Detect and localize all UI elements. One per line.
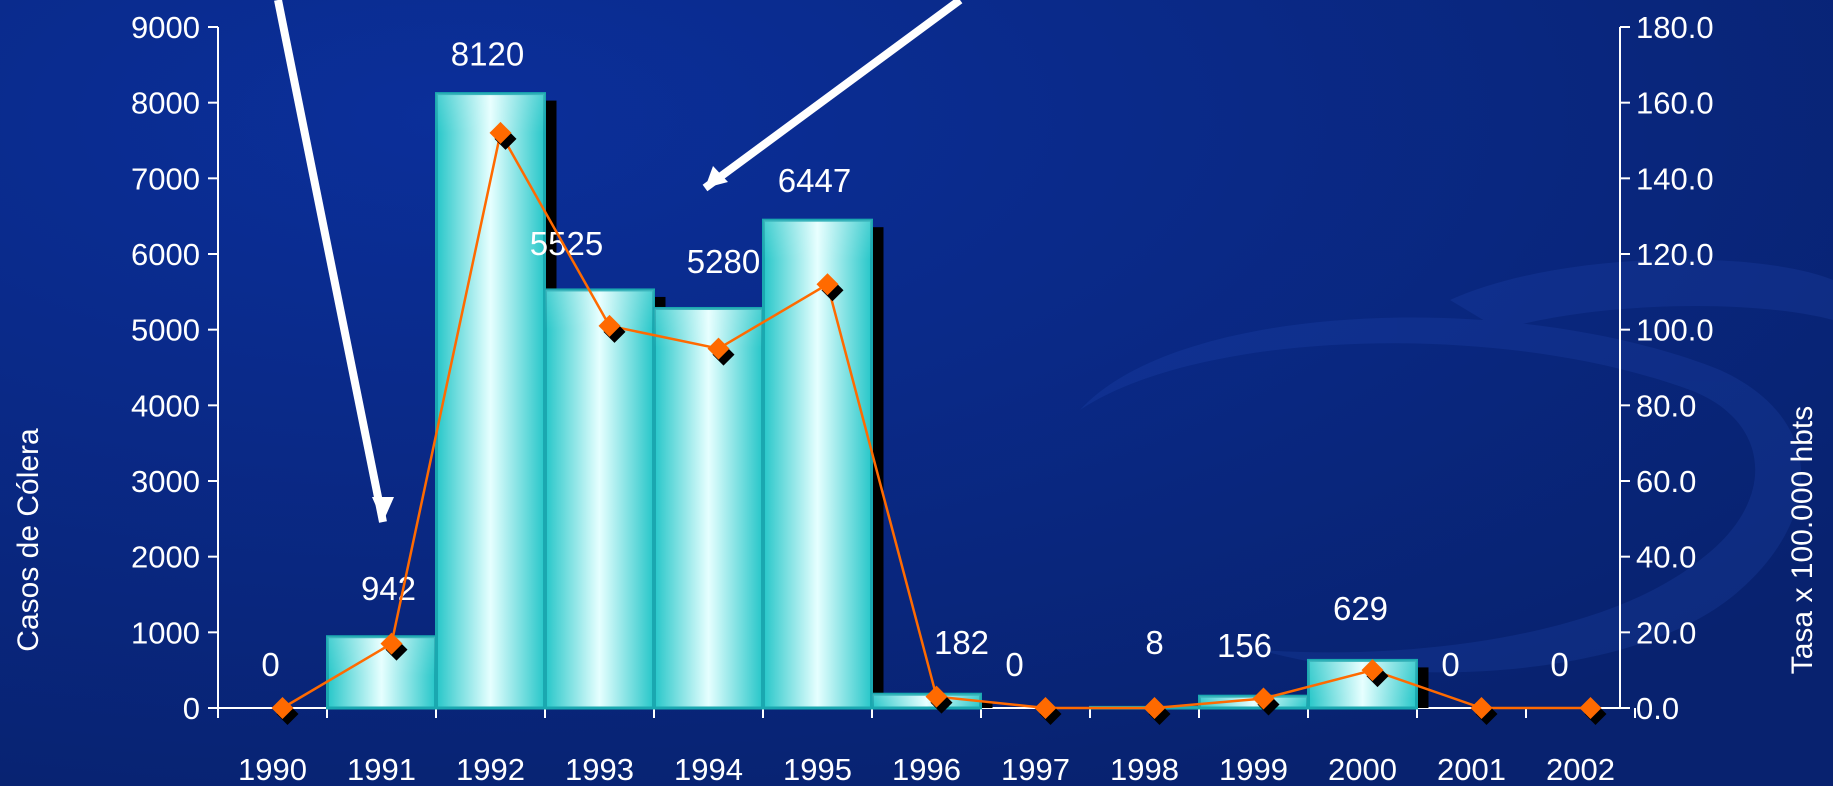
right-tick-label: 160.0: [1636, 86, 1714, 121]
bar-1992: [435, 92, 546, 710]
left-tick-label: 3000: [131, 464, 200, 499]
left-tick-label: 4000: [131, 388, 200, 423]
arrow-1991: [274, 0, 394, 523]
x-tick-label: 1991: [347, 752, 416, 786]
bar-value-label: 0: [1550, 646, 1568, 683]
bar-value-label: 8120: [451, 36, 524, 73]
bar-value-label: 0: [261, 646, 279, 683]
left-tick-label: 0: [183, 691, 200, 726]
rate-marker: [925, 685, 948, 708]
rate-point-1999: [1252, 687, 1280, 716]
left-tick-label: 6000: [131, 237, 200, 272]
bar-highlight: [654, 308, 763, 349]
right-tick-label: 20.0: [1636, 615, 1696, 650]
rate-point-1997: [1034, 697, 1062, 725]
left-tick-label: 9000: [131, 10, 200, 45]
right-tick-label: 40.0: [1636, 540, 1696, 575]
x-tick-label: 1992: [456, 752, 525, 786]
rate-point-1992: [489, 121, 517, 150]
x-tick-label: 1997: [1001, 752, 1070, 786]
bar-highlight: [1199, 696, 1308, 708]
rate-point-2002: [1579, 697, 1607, 725]
x-tick-label: 2002: [1546, 752, 1615, 786]
bar-1994: [653, 306, 764, 710]
bar: [435, 92, 546, 710]
background-swoosh: [1080, 259, 1833, 673]
x-tick-label: 1996: [892, 752, 961, 786]
left-tick-label: 7000: [131, 161, 200, 196]
x-tick-label: 1993: [565, 752, 634, 786]
right-ticks: 0.0 20.0 40.0 60.0 80.0 100.0 120.0 140.0 160.0 1…: [1620, 10, 1714, 726]
left-tick-label: 1000: [131, 615, 200, 650]
x-tick-label: 1990: [238, 752, 307, 786]
x-tick-label: 2000: [1328, 752, 1397, 786]
right-tick-label: 100.0: [1636, 313, 1714, 348]
x-ticks: 1990 1991 1992 1993 1994 1995 1996 1997 1998 1999…: [217, 708, 1636, 786]
rate-marker: [1034, 697, 1057, 719]
rate-point-1995: [816, 273, 844, 302]
bars: [326, 92, 1429, 710]
rate-point-1994: [707, 337, 735, 366]
left-ticks: 0 1000 2000 3000 4000 5000 6000 7000 8000 9000: [131, 10, 218, 726]
rate-marker: [1470, 697, 1493, 719]
bar-value-label: 5280: [687, 243, 760, 280]
bar-value-label: 942: [361, 570, 416, 607]
left-tick-label: 8000: [131, 86, 200, 121]
x-tick-label: 1995: [783, 752, 852, 786]
bar-value-label: 0: [1005, 646, 1023, 683]
bar-value-label: 6447: [778, 162, 851, 199]
x-tick-label: 1999: [1219, 752, 1288, 786]
rate-marker: [1143, 697, 1166, 719]
right-tick-label: 80.0: [1636, 388, 1696, 423]
bar: [653, 306, 764, 710]
rate-point-2001: [1470, 697, 1498, 725]
rate-marker: [598, 314, 621, 337]
rate-marker: [1252, 687, 1275, 710]
arrow-1994: [702, 0, 963, 192]
bar-value-label: 182: [934, 624, 989, 661]
y-axis-title: Casos de Cólera: [12, 428, 45, 652]
x-tick-label: 1994: [674, 752, 743, 786]
bar-1993: [544, 288, 655, 710]
rate-marker: [380, 632, 403, 655]
bar-value-label: 5525: [530, 225, 603, 262]
rate-marker: [1579, 697, 1602, 719]
rate-marker: [489, 121, 512, 144]
rate-point-1996: [925, 685, 953, 714]
bar: [544, 288, 655, 710]
bar-1995: [762, 218, 873, 710]
right-tick-label: 180.0: [1636, 10, 1714, 45]
bar-1991: [326, 635, 437, 710]
y2-axis-title: Tasa x 100.000 hbts: [1786, 406, 1819, 675]
bar-highlight: [763, 220, 872, 261]
bar: [762, 218, 873, 710]
bar-value-label: 156: [1217, 627, 1272, 664]
left-tick-label: 5000: [131, 313, 200, 348]
rate-point-1998: [1143, 697, 1171, 725]
markers: [271, 121, 1607, 725]
x-tick-label: 1998: [1110, 752, 1179, 786]
rate-marker: [1361, 659, 1384, 682]
bar-2000: [1307, 658, 1418, 710]
rate-point-2000: [1361, 659, 1389, 688]
right-tick-label: 140.0: [1636, 161, 1714, 196]
rate-marker: [816, 273, 839, 296]
rate-point-1990: [271, 697, 299, 725]
right-tick-label: 120.0: [1636, 237, 1714, 272]
right-tick-label: 0.0: [1636, 691, 1679, 726]
x-tick-label: 2001: [1437, 752, 1506, 786]
rate-point-1993: [598, 314, 626, 343]
rate-marker: [707, 337, 730, 360]
right-tick-label: 60.0: [1636, 464, 1696, 499]
left-tick-label: 2000: [131, 540, 200, 575]
bar-highlight: [436, 93, 545, 134]
bar-value-label: 0: [1441, 646, 1459, 683]
bar-labels: 0 942 8120 5525 5280 6447 182 0 8 156 629 0 0: [261, 36, 1568, 683]
rate-marker: [271, 697, 294, 719]
bar-value-label: 629: [1333, 590, 1388, 627]
bar-value-label: 8: [1145, 624, 1163, 661]
rate-point-1991: [380, 632, 408, 661]
